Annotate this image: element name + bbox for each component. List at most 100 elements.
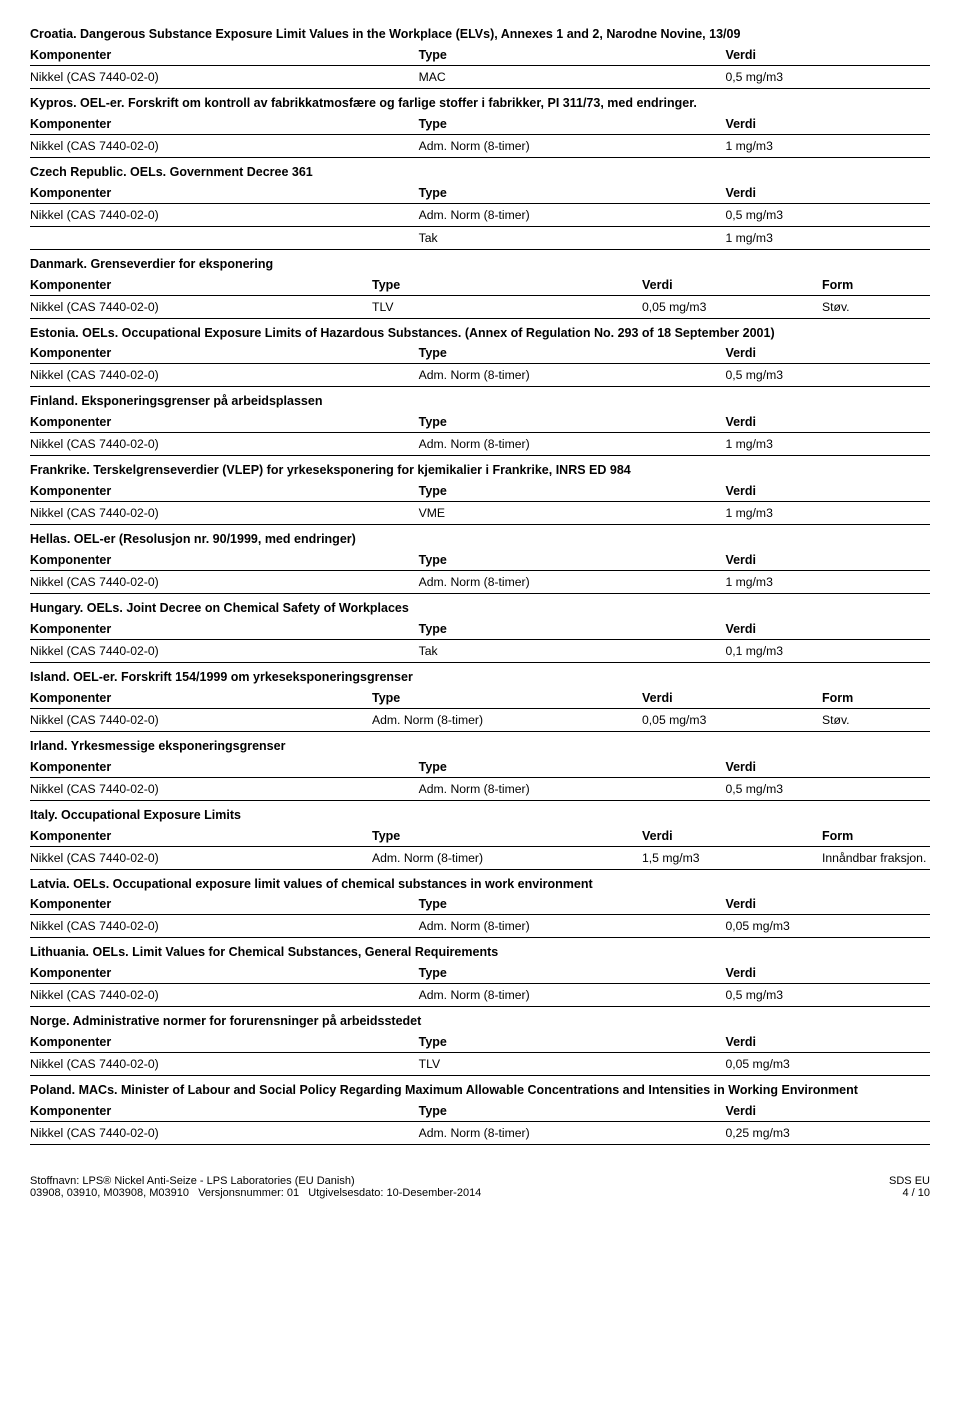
- col-header: Verdi: [725, 343, 930, 364]
- substance-cell: Nikkel (CAS 7440-02-0): [30, 364, 419, 387]
- value-cell: 1 mg/m3: [725, 571, 930, 594]
- col-header: Verdi: [725, 183, 930, 204]
- col-header: Komponenter: [30, 894, 419, 915]
- type-cell: Adm. Norm (8-timer): [419, 134, 726, 157]
- substance-cell: Nikkel (CAS 7440-02-0): [30, 571, 419, 594]
- col-header: Type: [419, 550, 726, 571]
- footer-page: 4 / 10: [889, 1187, 930, 1199]
- type-cell: Adm. Norm (8-timer): [419, 571, 726, 594]
- value-cell: 0,5 mg/m3: [725, 203, 930, 226]
- table-row: Nikkel (CAS 7440-02-0)TLV0,05 mg/m3Støv.: [30, 295, 930, 318]
- col-header: Verdi: [725, 114, 930, 135]
- col-header: Type: [419, 45, 726, 66]
- col-header: Verdi: [725, 550, 930, 571]
- footer-meta: 03908, 03910, M03908, M03910 Versjonsnum…: [30, 1187, 481, 1199]
- col-header: Komponenter: [30, 343, 419, 364]
- col-header: Type: [419, 481, 726, 502]
- section-title: Finland. Eksponeringsgrenser på arbeidsp…: [30, 393, 930, 410]
- col-header: Verdi: [725, 481, 930, 502]
- limits-table: KomponenterTypeVerdiNikkel (CAS 7440-02-…: [30, 481, 930, 525]
- col-header: Komponenter: [30, 481, 419, 502]
- col-header: Form: [822, 275, 930, 296]
- value-cell: 0,5 mg/m3: [725, 984, 930, 1007]
- col-header: Komponenter: [30, 688, 372, 709]
- col-header: Verdi: [725, 1101, 930, 1122]
- col-header: Type: [419, 1101, 726, 1122]
- col-header: Komponenter: [30, 1101, 419, 1122]
- limits-table: KomponenterTypeVerdiFormNikkel (CAS 7440…: [30, 826, 930, 870]
- col-header: Type: [419, 1032, 726, 1053]
- type-cell: Adm. Norm (8-timer): [419, 203, 726, 226]
- value-cell: 1 mg/m3: [725, 502, 930, 525]
- table-row: Nikkel (CAS 7440-02-0)Adm. Norm (8-timer…: [30, 203, 930, 226]
- value-cell: 0,05 mg/m3: [725, 915, 930, 938]
- table-row: Nikkel (CAS 7440-02-0)Tak0,1 mg/m3: [30, 639, 930, 662]
- limits-table: KomponenterTypeVerdiNikkel (CAS 7440-02-…: [30, 343, 930, 387]
- footer-left: Stoffnavn: LPS® Nickel Anti-Seize - LPS …: [30, 1175, 481, 1199]
- col-header: Verdi: [725, 894, 930, 915]
- document-body: Croatia. Dangerous Substance Exposure Li…: [30, 26, 930, 1145]
- table-row: Nikkel (CAS 7440-02-0)Adm. Norm (8-timer…: [30, 1122, 930, 1145]
- section-title: Norge. Administrative normer for foruren…: [30, 1013, 930, 1030]
- col-header: Type: [419, 757, 726, 778]
- col-header: Type: [419, 114, 726, 135]
- col-header: Komponenter: [30, 275, 372, 296]
- limits-table: KomponenterTypeVerdiNikkel (CAS 7440-02-…: [30, 757, 930, 801]
- section-title: Poland. MACs. Minister of Labour and Soc…: [30, 1082, 930, 1099]
- section-title: Italy. Occupational Exposure Limits: [30, 807, 930, 824]
- footer-right: SDS EU 4 / 10: [889, 1175, 930, 1199]
- limits-table: KomponenterTypeVerdiNikkel (CAS 7440-02-…: [30, 1101, 930, 1145]
- col-header: Verdi: [642, 826, 822, 847]
- limits-table: KomponenterTypeVerdiNikkel (CAS 7440-02-…: [30, 550, 930, 594]
- col-header: Komponenter: [30, 45, 419, 66]
- page-footer: Stoffnavn: LPS® Nickel Anti-Seize - LPS …: [30, 1175, 930, 1199]
- col-header: Komponenter: [30, 114, 419, 135]
- col-header: Komponenter: [30, 757, 419, 778]
- type-cell: VME: [419, 502, 726, 525]
- type-cell: TLV: [419, 1053, 726, 1076]
- section-title: Hungary. OELs. Joint Decree on Chemical …: [30, 600, 930, 617]
- limits-table: KomponenterTypeVerdiFormNikkel (CAS 7440…: [30, 688, 930, 732]
- substance-cell: Nikkel (CAS 7440-02-0): [30, 134, 419, 157]
- limits-table: KomponenterTypeVerdiFormNikkel (CAS 7440…: [30, 275, 930, 319]
- section-title: Frankrike. Terskelgrenseverdier (VLEP) f…: [30, 462, 930, 479]
- type-cell: Adm. Norm (8-timer): [372, 846, 642, 869]
- substance-cell: Nikkel (CAS 7440-02-0): [30, 777, 419, 800]
- section-title: Irland. Yrkesmessige eksponeringsgrenser: [30, 738, 930, 755]
- col-header: Komponenter: [30, 619, 419, 640]
- substance-cell: Nikkel (CAS 7440-02-0): [30, 915, 419, 938]
- type-cell: Adm. Norm (8-timer): [419, 777, 726, 800]
- section-title: Island. OEL-er. Forskrift 154/1999 om yr…: [30, 669, 930, 686]
- table-row: Nikkel (CAS 7440-02-0)Adm. Norm (8-timer…: [30, 571, 930, 594]
- col-header: Verdi: [725, 1032, 930, 1053]
- type-cell: Adm. Norm (8-timer): [419, 984, 726, 1007]
- col-header: Type: [372, 688, 642, 709]
- substance-cell: Nikkel (CAS 7440-02-0): [30, 1053, 419, 1076]
- value-cell: 1 mg/m3: [725, 134, 930, 157]
- substance-cell: Nikkel (CAS 7440-02-0): [30, 433, 419, 456]
- type-cell: Adm. Norm (8-timer): [419, 1122, 726, 1145]
- type-cell: Adm. Norm (8-timer): [419, 433, 726, 456]
- form-cell: Innåndbar fraksjon.: [822, 846, 930, 869]
- value-cell: 0,5 mg/m3: [725, 777, 930, 800]
- col-header: Komponenter: [30, 183, 419, 204]
- table-row: Nikkel (CAS 7440-02-0)Adm. Norm (8-timer…: [30, 984, 930, 1007]
- col-header: Komponenter: [30, 1032, 419, 1053]
- col-header: Type: [372, 826, 642, 847]
- section-title: Lithuania. OELs. Limit Values for Chemic…: [30, 944, 930, 961]
- table-row: Nikkel (CAS 7440-02-0)TLV0,05 mg/m3: [30, 1053, 930, 1076]
- col-header: Verdi: [642, 688, 822, 709]
- col-header: Form: [822, 688, 930, 709]
- col-header: Komponenter: [30, 412, 419, 433]
- substance-cell: Nikkel (CAS 7440-02-0): [30, 203, 419, 226]
- section-title: Croatia. Dangerous Substance Exposure Li…: [30, 26, 930, 43]
- type-cell: Tak: [419, 226, 726, 249]
- table-row: Nikkel (CAS 7440-02-0)Adm. Norm (8-timer…: [30, 915, 930, 938]
- col-header: Verdi: [725, 45, 930, 66]
- col-header: Verdi: [725, 619, 930, 640]
- type-cell: MAC: [419, 65, 726, 88]
- col-header: Type: [419, 343, 726, 364]
- limits-table: KomponenterTypeVerdiNikkel (CAS 7440-02-…: [30, 963, 930, 1007]
- table-row: Nikkel (CAS 7440-02-0)Adm. Norm (8-timer…: [30, 364, 930, 387]
- col-header: Verdi: [642, 275, 822, 296]
